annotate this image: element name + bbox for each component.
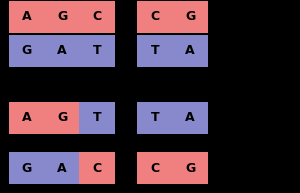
Text: G: G bbox=[57, 112, 67, 124]
Text: A: A bbox=[57, 162, 67, 174]
FancyBboxPatch shape bbox=[9, 102, 45, 134]
Text: G: G bbox=[22, 45, 32, 58]
Text: T: T bbox=[151, 112, 159, 124]
Text: C: C bbox=[150, 162, 160, 174]
FancyBboxPatch shape bbox=[44, 1, 80, 33]
FancyBboxPatch shape bbox=[44, 102, 80, 134]
FancyBboxPatch shape bbox=[137, 152, 173, 184]
Text: T: T bbox=[93, 112, 101, 124]
Text: C: C bbox=[92, 10, 102, 24]
FancyBboxPatch shape bbox=[9, 152, 45, 184]
Text: G: G bbox=[185, 10, 195, 24]
FancyBboxPatch shape bbox=[9, 1, 45, 33]
FancyBboxPatch shape bbox=[172, 1, 208, 33]
FancyBboxPatch shape bbox=[44, 35, 80, 67]
Text: C: C bbox=[150, 10, 160, 24]
FancyBboxPatch shape bbox=[172, 102, 208, 134]
FancyBboxPatch shape bbox=[9, 35, 45, 67]
Text: G: G bbox=[185, 162, 195, 174]
Text: A: A bbox=[22, 112, 32, 124]
FancyBboxPatch shape bbox=[44, 152, 80, 184]
FancyBboxPatch shape bbox=[137, 35, 173, 67]
FancyBboxPatch shape bbox=[79, 35, 115, 67]
Text: A: A bbox=[57, 45, 67, 58]
FancyBboxPatch shape bbox=[172, 152, 208, 184]
Text: G: G bbox=[57, 10, 67, 24]
Text: C: C bbox=[92, 162, 102, 174]
Text: A: A bbox=[185, 112, 195, 124]
Text: T: T bbox=[151, 45, 159, 58]
Text: G: G bbox=[22, 162, 32, 174]
Text: A: A bbox=[22, 10, 32, 24]
Text: A: A bbox=[185, 45, 195, 58]
FancyBboxPatch shape bbox=[79, 152, 115, 184]
FancyBboxPatch shape bbox=[79, 102, 115, 134]
FancyBboxPatch shape bbox=[172, 35, 208, 67]
Text: T: T bbox=[93, 45, 101, 58]
FancyBboxPatch shape bbox=[79, 1, 115, 33]
FancyBboxPatch shape bbox=[137, 1, 173, 33]
FancyBboxPatch shape bbox=[137, 102, 173, 134]
